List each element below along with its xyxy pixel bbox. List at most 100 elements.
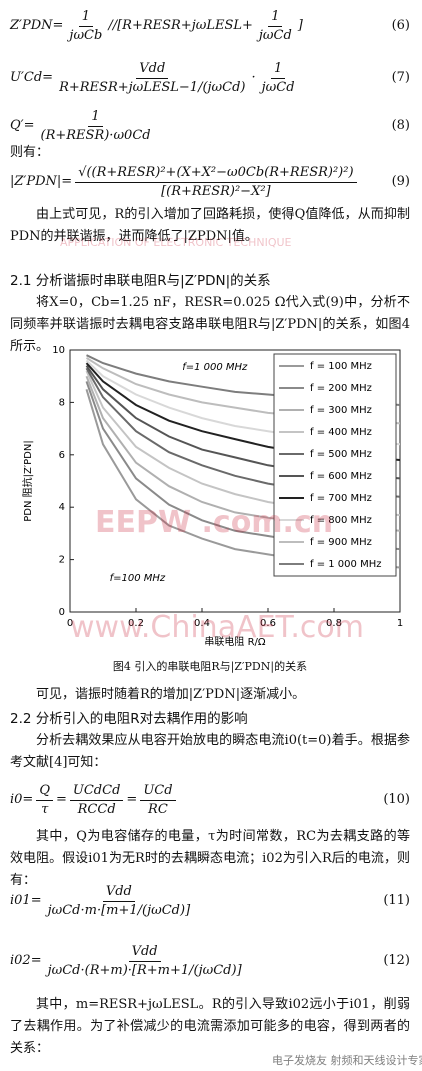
fraction: UCdCd RCCd (69, 782, 124, 819)
denominator: RCCd (77, 801, 116, 817)
equation: i01= Vdd jωCd·m·[m+1/(jωCd)] (11) (10, 872, 410, 930)
x-axis-label: 串联电阻 R/Ω (204, 635, 265, 648)
legend-label: f = 800 MHz (310, 515, 372, 526)
legend-label: f = 700 MHz (310, 493, 372, 504)
paragraph: 分析去耦效果应从电容开始放电的瞬态电流i0(t=0)着手。根据参考文献[4]可知… (10, 733, 410, 770)
fraction: Vdd jωCd·(R+m)·[R+m+1/(jωCd)] (45, 943, 245, 980)
y-tick-label: 4 (59, 502, 65, 513)
x-tick-label: 1 (397, 618, 403, 629)
equation-text: Q′= (10, 118, 35, 133)
fraction: 1 jωCd (256, 8, 295, 45)
equation-number: (11) (383, 893, 410, 908)
equation-text: = (56, 792, 67, 807)
annotation: f=100 MHz (110, 573, 166, 584)
text: 则有： (10, 145, 50, 160)
y-tick-label: 2 (59, 555, 65, 566)
legend-label: f = 1 000 MHz (310, 559, 381, 570)
equation-row: i01= Vdd jωCd·m·[m+1/(jωCd)] (11) (10, 872, 410, 930)
fraction: UCd RC (140, 782, 176, 819)
equation-text: ] (297, 18, 303, 33)
denominator: jωCd·(R+m)·[R+m+1/(jωCd)] (47, 962, 242, 978)
equation: Z′PDN= 1 jωCb//[R+RESR+jωLESL+ 1 jωCd] (6) (10, 4, 410, 48)
numerator: UCd (140, 782, 176, 801)
legend-label: f = 500 MHz (310, 449, 372, 460)
numerator: 1 (270, 60, 286, 79)
legend-label: f = 200 MHz (310, 383, 372, 394)
y-axis-label: PDN 阻抗|Z′PDN| (21, 440, 34, 521)
equation: i02= Vdd jωCd·(R+m)·[R+m+1/(jωCd)] (12) (10, 932, 410, 990)
denominator: [(R+RESR)²−X²] (161, 183, 271, 199)
equation-text: = (126, 792, 138, 807)
equation-number: (10) (383, 792, 410, 807)
denominator: R+RESR+jωLESL−1/(jωCd) (59, 79, 246, 95)
numerator: 1 (88, 108, 103, 127)
x-tick-label: 0.8 (326, 618, 342, 629)
denominator: RC (148, 801, 168, 817)
numerator: Vdd (102, 883, 135, 902)
equation-number: (6) (391, 18, 410, 33)
equation-row: U′Cd= Vdd R+RESR+jωLESL−1/(jωCd) · 1 jωCd (7) (10, 50, 410, 106)
equation-row: |Z′PDN|= √((R+RESR)²+(X+X²−ω0Cb(R+RESR)²)… (10, 162, 410, 202)
section-heading: 2.2 分析引入的电阻R对去耦作用的影响 (10, 711, 248, 727)
denominator: jωCd (261, 79, 295, 95)
legend-label: f = 600 MHz (310, 471, 372, 482)
equation-row: Q′= 1 (R+RESR)·ω0Cd (8) (10, 106, 410, 146)
numerator: Vdd (128, 943, 161, 962)
equation-text: i01= (10, 893, 42, 908)
fraction: Vdd R+RESR+jωLESL−1/(jωCd) (56, 60, 248, 97)
fraction: √((R+RESR)²+(X+X²−ω0Cb(R+RESR)²)²) [(R+RE… (75, 164, 357, 201)
paragraph: 可见，谐振时随着R的增加|Z′PDN|逐渐减小。 (36, 687, 306, 702)
equation: |Z′PDN|= √((R+RESR)²+(X+X²−ω0Cb(R+RESR)²)… (10, 162, 410, 202)
figure-caption: 图4 引入的串联电阻R与|Z′PDN|的关系 (112, 660, 308, 673)
y-tick-label: 10 (52, 345, 65, 356)
equation: Q′= 1 (R+RESR)·ω0Cd (8) (10, 106, 410, 146)
equation-row: Z′PDN= 1 jωCb//[R+RESR+jωLESL+ 1 jωCd] (6) (10, 4, 410, 48)
equation-text: //[R+RESR+jωLESL+ (108, 18, 253, 33)
annotation: f=1 000 MHz (182, 362, 248, 373)
y-tick-label: 8 (59, 397, 65, 408)
numerator: Vdd (136, 60, 169, 79)
equation-number: (8) (391, 118, 410, 133)
legend-label: f = 400 MHz (310, 427, 372, 438)
numerator: 1 (78, 8, 94, 27)
equation-text: i0= (10, 792, 34, 807)
denominator: jωCd·m·[m+1/(jωCd)] (47, 902, 191, 918)
figure-chart: 0 2 4 6 8 10 0 0.2 0.4 0.6 0.8 1 串联电阻 R/Ω PDN 阻抗|Z′PD… (21, 345, 403, 648)
equation-text: i02= (10, 953, 42, 968)
numerator: 1 (268, 8, 283, 27)
numerator: Q (36, 782, 53, 801)
legend-box (273, 353, 397, 577)
fraction: Vdd jωCd·m·[m+1/(jωCd)] (45, 883, 194, 920)
paragraph: 其中，m=RESR+jωLESL。R的引入导致i02远小于i01，削弱了去耦作用… (10, 997, 410, 1056)
denominator: jωCd (258, 27, 292, 43)
equation-number: (12) (383, 953, 410, 968)
equation-text: U′Cd= (10, 70, 54, 85)
denominator: jωCb (69, 27, 103, 43)
y-tick-label: 0 (59, 607, 65, 618)
fraction: 1 (R+RESR)·ω0Cd (38, 108, 154, 145)
equation-text: Z′PDN= (10, 18, 64, 33)
equation-text: · (251, 70, 256, 85)
equation-text: |Z′PDN|= (10, 174, 73, 189)
paragraph: 将X=0，Cb=1.25 nF，RESR=0.025 Ω代入式(9)中，分析不同… (10, 295, 410, 354)
denominator: τ (41, 801, 49, 817)
legend-label: f = 300 MHz (310, 405, 372, 416)
equation-number: (9) (391, 174, 410, 189)
equation-number: (7) (391, 70, 410, 85)
numerator: √((R+RESR)²+(X+X²−ω0Cb(R+RESR)²)²) (75, 164, 357, 183)
equation-row: i02= Vdd jωCd·(R+m)·[R+m+1/(jωCd)] (12) (10, 932, 410, 990)
x-tick-label: 0.2 (128, 618, 144, 629)
paragraph: 由上式可见，R的引入增加了回路耗损，使得Q值降低，从而抑制PDN的并联谐振，进而… (10, 207, 410, 244)
denominator: (R+RESR)·ω0Cd (40, 127, 151, 143)
section-heading: 2.1 分析谐振时串联电阻R与|Z′PDN|的关系 (10, 273, 271, 289)
paragraph: 其中，Q为电容储存的电量，τ为时间常数，RC为去耦支路的等效电阻。假设i01为无… (10, 829, 410, 888)
x-tick-label: 0.6 (260, 618, 276, 629)
numerator: UCdCd (69, 782, 124, 801)
fraction: 1 jωCb (66, 8, 105, 45)
equation: U′Cd= Vdd R+RESR+jωLESL−1/(jωCd) · 1 jωCd (7) (10, 50, 410, 106)
